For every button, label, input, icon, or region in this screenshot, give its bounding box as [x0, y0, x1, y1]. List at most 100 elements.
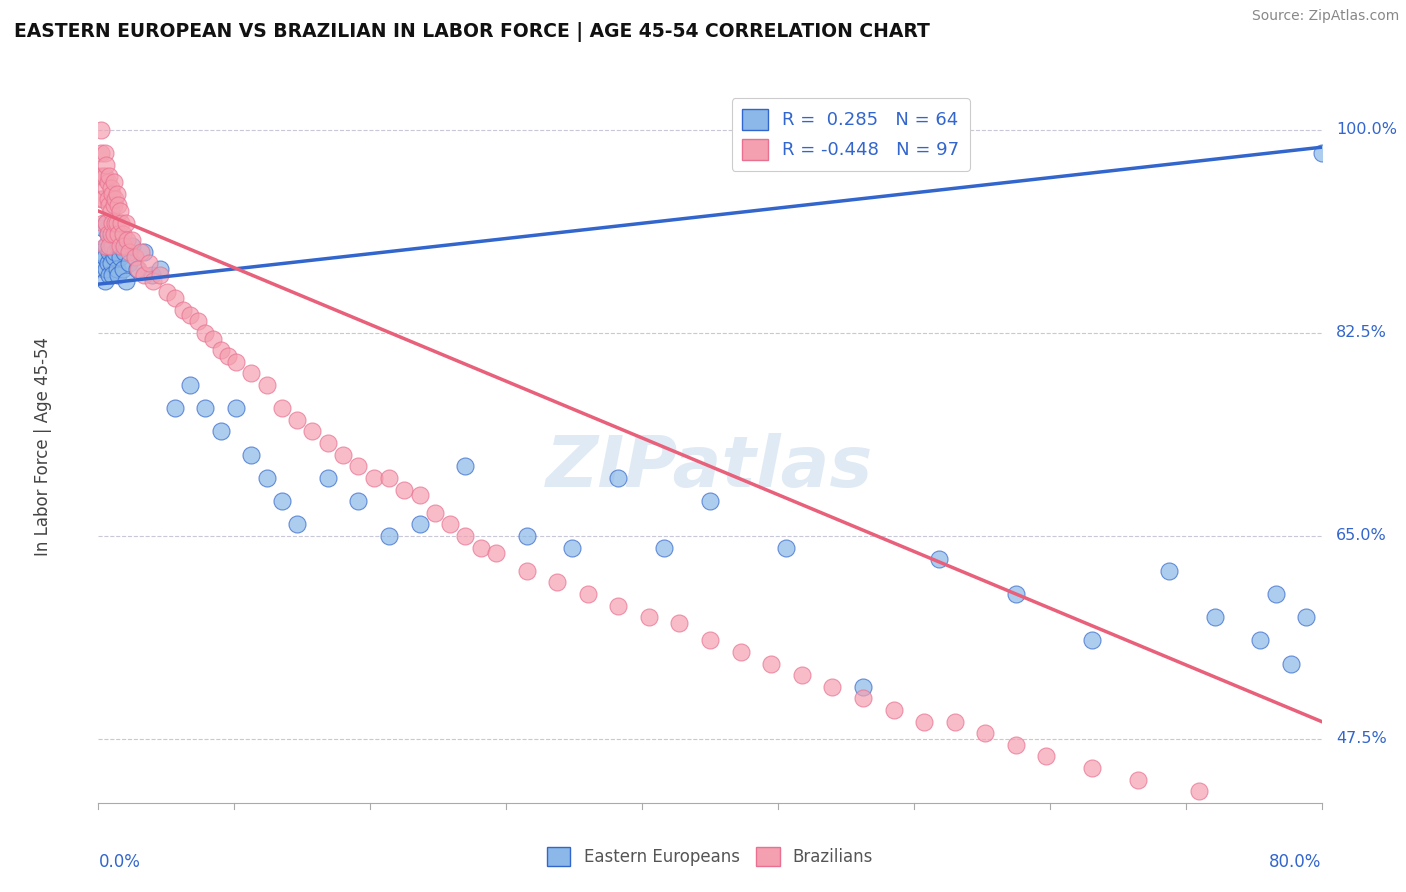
Point: [125, 262, 148, 277]
Point: [607, 599, 630, 613]
Point: [1128, 772, 1150, 787]
Point: [347, 459, 370, 474]
Point: [108, 239, 131, 253]
Point: [107, 268, 129, 282]
Point: [928, 552, 950, 566]
Text: 80.0%: 80.0%: [1270, 853, 1322, 871]
Point: [209, 425, 232, 439]
Point: [117, 233, 139, 247]
Point: [98, 268, 121, 282]
Point: [134, 244, 156, 259]
Point: [316, 471, 339, 485]
Text: ZIPatlas: ZIPatlas: [547, 433, 873, 502]
Point: [94, 262, 117, 277]
Point: [194, 401, 217, 416]
Text: 65.0%: 65.0%: [1336, 528, 1388, 543]
Point: [142, 274, 165, 288]
Point: [103, 175, 125, 189]
Point: [93, 169, 115, 184]
Point: [240, 448, 263, 462]
Point: [332, 448, 354, 462]
Point: [301, 425, 323, 439]
Point: [607, 471, 630, 485]
Point: [94, 181, 117, 195]
Point: [94, 216, 117, 230]
Point: [194, 326, 217, 340]
Point: [103, 227, 125, 242]
Point: [172, 302, 194, 317]
Point: [392, 483, 416, 497]
Point: [108, 204, 131, 219]
Point: [516, 564, 538, 578]
Point: [108, 251, 131, 265]
Point: [104, 244, 127, 259]
Point: [97, 193, 120, 207]
Point: [225, 355, 247, 369]
Point: [94, 216, 117, 230]
Point: [1157, 564, 1180, 578]
Point: [98, 169, 121, 184]
Point: [179, 378, 201, 392]
Point: [134, 268, 156, 282]
Point: [378, 471, 401, 485]
Point: [93, 251, 115, 265]
Point: [1188, 784, 1211, 798]
Point: [1081, 761, 1104, 775]
Point: [90, 193, 112, 207]
Point: [93, 239, 115, 253]
Point: [94, 158, 117, 172]
Point: [730, 645, 752, 659]
Point: [115, 274, 138, 288]
Point: [1295, 610, 1317, 624]
Point: [209, 343, 232, 358]
Point: [576, 587, 599, 601]
Point: [93, 274, 115, 288]
Point: [101, 216, 124, 230]
Point: [156, 285, 179, 300]
Point: [256, 378, 278, 392]
Point: [1004, 738, 1026, 752]
Point: [759, 657, 782, 671]
Point: [408, 517, 430, 532]
Text: In Labor Force | Age 45-54: In Labor Force | Age 45-54: [34, 336, 52, 556]
Point: [699, 494, 721, 508]
Point: [652, 541, 675, 555]
Point: [118, 244, 141, 259]
Point: [97, 227, 120, 242]
Point: [91, 193, 114, 207]
Point: [127, 262, 149, 277]
Point: [454, 529, 477, 543]
Point: [97, 175, 120, 189]
Point: [121, 233, 143, 247]
Point: [100, 181, 122, 195]
Point: [423, 506, 446, 520]
Point: [105, 216, 128, 230]
Point: [699, 633, 721, 648]
Point: [112, 244, 135, 259]
Point: [546, 575, 568, 590]
Point: [285, 517, 308, 532]
Point: [852, 691, 875, 706]
Text: Source: ZipAtlas.com: Source: ZipAtlas.com: [1251, 9, 1399, 23]
Point: [118, 256, 141, 270]
Point: [408, 488, 430, 502]
Point: [103, 227, 125, 242]
Point: [149, 262, 172, 277]
Point: [363, 471, 385, 485]
Point: [104, 216, 127, 230]
Point: [91, 221, 114, 235]
Point: [821, 680, 844, 694]
Point: [1004, 587, 1026, 601]
Text: EASTERN EUROPEAN VS BRAZILIAN IN LABOR FORCE | AGE 45-54 CORRELATION CHART: EASTERN EUROPEAN VS BRAZILIAN IN LABOR F…: [14, 22, 929, 42]
Point: [93, 146, 115, 161]
Point: [100, 227, 122, 242]
Point: [90, 146, 112, 161]
Point: [98, 198, 121, 212]
Point: [90, 123, 112, 137]
Point: [225, 401, 247, 416]
Point: [1204, 610, 1226, 624]
Point: [852, 680, 875, 694]
Point: [104, 193, 127, 207]
Point: [240, 367, 263, 381]
Point: [454, 459, 477, 474]
